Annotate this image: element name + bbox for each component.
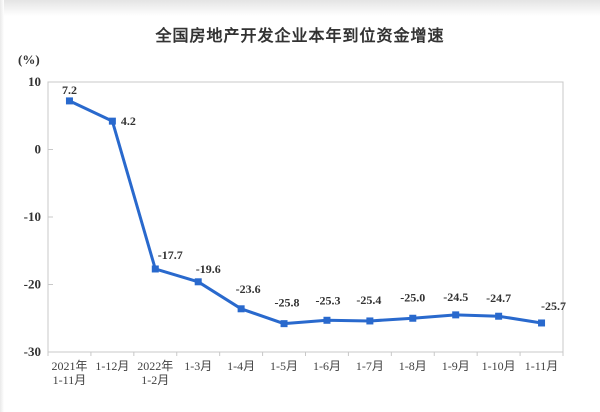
x-tick-label: 1-4月 [227,359,255,373]
page-top-gradient [0,0,600,16]
x-tick-label: 1-6月 [313,359,341,373]
data-point-marker [237,305,245,313]
x-tick-label: 2022年 1-2月 [137,359,173,387]
data-point-label: -25.8 [275,296,300,310]
data-point-marker [151,265,159,273]
data-point-label: -24.5 [443,290,468,304]
data-point-label: -25.7 [541,299,566,313]
data-line [68,99,542,326]
y-tick-label: -10 [24,209,41,224]
y-tick-label: -30 [24,344,41,359]
data-point-label: -24.7 [486,291,511,305]
y-tick-label: 10 [28,74,41,89]
x-tick-label: 1-11月 [525,359,559,373]
x-tick-label: 1-5月 [270,359,298,373]
x-tick-label: 1-9月 [442,359,470,373]
x-tick-label: 1-7月 [356,359,384,373]
data-point-marker [409,314,417,322]
x-tick-label: 1-12月 [95,359,129,373]
data-point-label: -19.6 [196,262,221,276]
y-tick-label: -20 [24,277,41,292]
data-point-marker [452,311,460,319]
data-point-label: -25.4 [356,293,381,307]
data-point-marker [323,316,331,324]
page-left-gradient [0,0,4,412]
data-point-label: -23.6 [236,282,261,296]
data-point-marker [538,319,546,327]
data-point-marker [280,320,288,328]
y-tick-label: 0 [35,142,42,157]
data-point-marker [65,97,73,105]
x-tick-label: 1-3月 [184,359,212,373]
data-point-label: -25.3 [315,293,340,307]
data-point-marker [194,278,202,286]
data-point-label: -17.7 [158,248,183,262]
x-tick-label: 2021年 1-11月 [51,359,87,387]
data-point-label: 4.2 [121,114,136,128]
data-point-label: 7.2 [62,83,77,97]
x-tick-label: 1-8月 [399,359,427,373]
data-point-label: -25.0 [400,290,425,304]
data-point-marker [108,117,116,125]
x-tick-label: 1-10月 [482,359,516,373]
data-point-marker [495,312,503,320]
y-axis-unit-label: (%) [18,52,40,67]
chart-title: 全国房地产开发企业本年到位资金增速 [155,28,445,45]
data-point-marker [366,317,374,325]
